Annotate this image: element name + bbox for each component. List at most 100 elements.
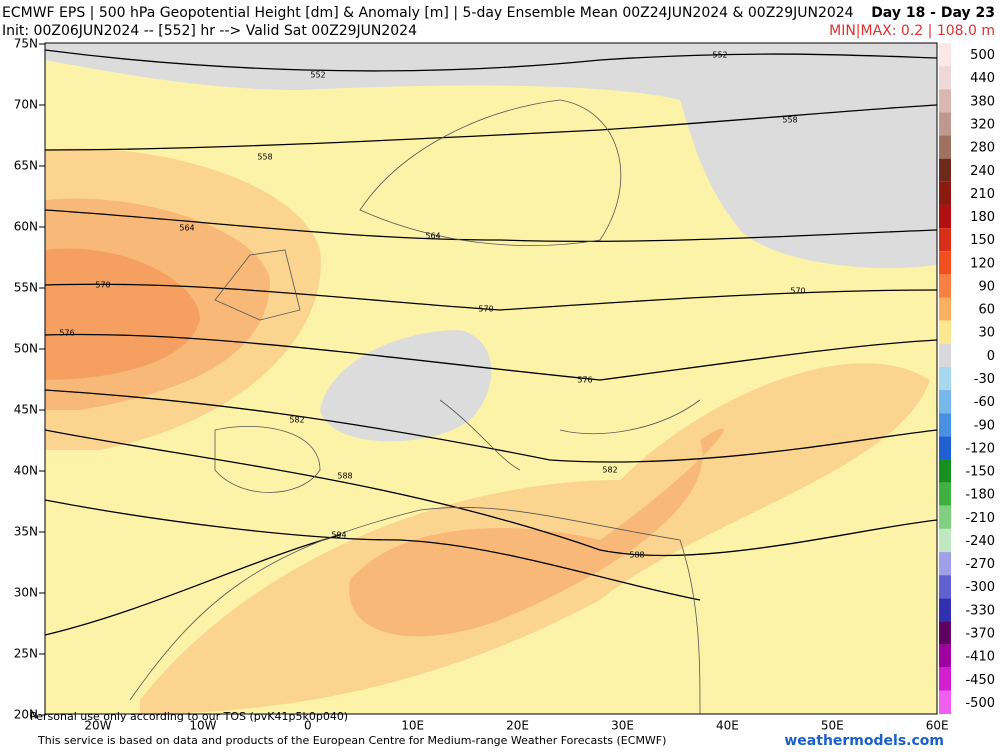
contour-label: 552 bbox=[310, 71, 325, 80]
map-frame bbox=[44, 42, 938, 715]
contour-label: 576 bbox=[59, 329, 74, 338]
colorbar-swatch bbox=[939, 158, 951, 182]
colorbar-swatch bbox=[939, 251, 951, 275]
anomaly-area bbox=[45, 248, 200, 380]
colorbar-swatch bbox=[939, 43, 951, 67]
lon-label: 50E bbox=[821, 719, 844, 733]
colorbar-label: 320 bbox=[970, 117, 995, 132]
colorbar-swatch bbox=[939, 89, 951, 113]
source-note: This service is based on data and produc… bbox=[37, 734, 666, 747]
colorbar-swatch bbox=[939, 436, 951, 460]
colorbar-label: -120 bbox=[965, 441, 995, 456]
lat-label: 60N bbox=[14, 220, 38, 234]
lat-label: 75N bbox=[14, 37, 38, 51]
colorbar-label: 210 bbox=[970, 187, 995, 202]
colorbar: 500 440 380 320 280 240 210 180 150 120 90 60 30 0 -30… bbox=[939, 43, 995, 714]
lat-label: 50N bbox=[14, 342, 38, 356]
colorbar-label: -90 bbox=[974, 418, 995, 433]
lat-label: 35N bbox=[14, 525, 38, 539]
colorbar-swatch bbox=[939, 135, 951, 159]
lat-label: 30N bbox=[14, 586, 38, 600]
contour-label: 570 bbox=[95, 281, 110, 290]
contour-label: 564 bbox=[425, 232, 440, 241]
colorbar-swatch bbox=[939, 528, 951, 553]
colorbar-label: -210 bbox=[965, 511, 995, 526]
colorbar-swatch bbox=[939, 644, 951, 668]
contour-label: 582 bbox=[602, 466, 617, 475]
colorbar-swatch bbox=[939, 204, 951, 229]
colorbar-label: -410 bbox=[965, 650, 995, 665]
contour-label: 552 bbox=[712, 51, 727, 60]
colorbar-swatch bbox=[939, 228, 951, 252]
colorbar-swatch bbox=[939, 482, 951, 506]
init: Init: 00Z06JUN2024 -- [552] hr --> Valid… bbox=[2, 23, 417, 39]
map bbox=[44, 42, 938, 715]
colorbar-label: -240 bbox=[965, 534, 995, 549]
lon-label: 20E bbox=[506, 719, 529, 733]
lat-label: 45N bbox=[14, 403, 38, 417]
contour-label: 558 bbox=[257, 153, 272, 162]
colorbar-swatch bbox=[939, 552, 951, 576]
colorbar-swatch bbox=[939, 413, 951, 437]
period: Day 18 - Day 23 bbox=[871, 5, 995, 21]
colorbar-label: -30 bbox=[974, 372, 995, 387]
minmax: MIN|MAX: 0.2 | 108.0 m bbox=[829, 23, 995, 39]
colorbar-label: 180 bbox=[970, 210, 995, 225]
tos-note: Personal use only according to our TOS (… bbox=[30, 710, 348, 723]
lon-label: 30E bbox=[611, 719, 634, 733]
lon-label: 10W bbox=[189, 719, 216, 733]
map-labels: 75N 70N 65N 60N 55N 50N 45N 40N 35N 30N 25N 20N 20W 1… bbox=[14, 37, 949, 733]
colorbar-swatch bbox=[939, 66, 951, 90]
colorbar-swatch bbox=[939, 297, 951, 321]
colorbar-swatch bbox=[939, 366, 951, 391]
colorbar-swatch bbox=[939, 667, 951, 691]
colorbar-label: 0 bbox=[987, 349, 995, 364]
contour-label: 570 bbox=[790, 287, 805, 296]
colorbar-label: 440 bbox=[970, 71, 995, 86]
colorbar-label: 150 bbox=[970, 233, 995, 248]
colorbar-label: -330 bbox=[965, 603, 995, 618]
lat-label: 25N bbox=[14, 647, 38, 661]
lat-label: 20N bbox=[14, 708, 38, 722]
contour-label: 564 bbox=[179, 224, 194, 233]
colorbar-label: -370 bbox=[965, 627, 995, 642]
lat-label: 65N bbox=[14, 159, 38, 173]
title: ECMWF EPS | 500 hPa Geopotential Height … bbox=[2, 5, 854, 21]
colorbar-label: -270 bbox=[965, 557, 995, 572]
negative-area bbox=[320, 330, 492, 442]
colorbar-swatch bbox=[939, 181, 951, 205]
colorbar-swatch bbox=[939, 390, 951, 414]
lat-label: 70N bbox=[14, 98, 38, 112]
lon-label: 20W bbox=[84, 719, 111, 733]
anomaly-area bbox=[349, 428, 724, 637]
colorbar-swatch bbox=[939, 621, 951, 645]
contour-label: 570 bbox=[478, 305, 493, 314]
contour-label: 576 bbox=[577, 376, 592, 385]
colorbar-swatch bbox=[939, 320, 951, 344]
lon-label: 60E bbox=[926, 719, 949, 733]
colorbar-label: -180 bbox=[965, 488, 995, 503]
colorbar-label: -450 bbox=[965, 673, 995, 688]
contour-label: 588 bbox=[629, 551, 644, 560]
lat-label: 55N bbox=[14, 281, 38, 295]
colorbar-swatch bbox=[939, 505, 951, 529]
colorbar-swatch bbox=[939, 112, 951, 136]
contour-label: 594 bbox=[331, 531, 346, 540]
colorbar-swatch bbox=[939, 598, 951, 622]
colorbar-label: 90 bbox=[978, 279, 995, 294]
colorbar-label: 120 bbox=[970, 256, 995, 271]
contour-label: 558 bbox=[782, 116, 797, 125]
lat-label: 40N bbox=[14, 464, 38, 478]
colorbar-label: 280 bbox=[970, 141, 995, 156]
negative-area bbox=[45, 43, 937, 269]
colorbar-label: 500 bbox=[970, 48, 995, 63]
colorbar-swatch bbox=[939, 274, 951, 298]
site-link[interactable]: weathermodels.com bbox=[784, 733, 944, 749]
colorbar-label: 60 bbox=[978, 303, 995, 318]
colorbar-swatch bbox=[939, 459, 951, 483]
colorbar-swatch bbox=[939, 575, 951, 599]
colorbar-label: -300 bbox=[965, 580, 995, 595]
colorbar-label: 240 bbox=[970, 164, 995, 179]
colorbar-label: 380 bbox=[970, 94, 995, 109]
